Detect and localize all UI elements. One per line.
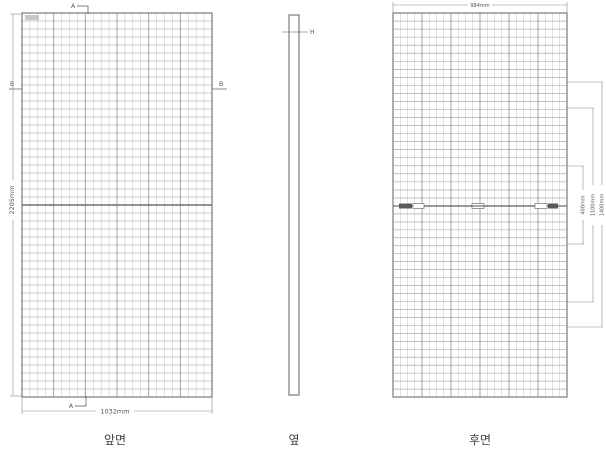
back-junction-boxes	[399, 203, 558, 209]
caption-side: 옆	[288, 433, 299, 447]
caption-back: 후면	[469, 433, 491, 447]
junction-box-right	[534, 203, 548, 209]
front-height-label-bg	[5, 180, 19, 220]
section-a-label-bottom: A	[69, 403, 74, 410]
back-panel-cells	[393, 13, 567, 397]
back-dim-1400-label: 1400mm	[600, 194, 606, 217]
junction-box-left	[399, 203, 412, 209]
back-width-label: 984mm	[470, 3, 489, 9]
side-panel-frame	[288, 14, 300, 396]
junction-box-front	[25, 15, 39, 20]
thickness-label: H	[310, 29, 315, 36]
front-height-label: 2205mm	[8, 185, 16, 214]
section-a-marker-top	[77, 5, 89, 14]
back-dim-400-label: 400mm	[581, 195, 587, 214]
back-dim-400: 400mm	[567, 165, 587, 245]
back-dim-1100: 1100mm	[567, 107, 597, 303]
section-b-label-right: B	[219, 81, 223, 88]
junction-box-right-2	[548, 203, 558, 209]
front-width-label: 1032mm	[100, 408, 129, 416]
back-width-label-bg	[468, 1, 492, 9]
section-a-marker-bottom	[75, 396, 87, 407]
section-a-label-top: A	[71, 3, 76, 10]
back-panel-frame	[392, 12, 568, 398]
back-dim-1400: 1400mm	[567, 81, 606, 328]
section-b-label-left: B	[10, 81, 14, 88]
junction-box-left-2	[412, 203, 425, 209]
caption-front: 앞면	[104, 433, 126, 447]
front-width-label-bg	[96, 406, 134, 416]
back-dim-1100-label: 1100mm	[591, 194, 597, 217]
